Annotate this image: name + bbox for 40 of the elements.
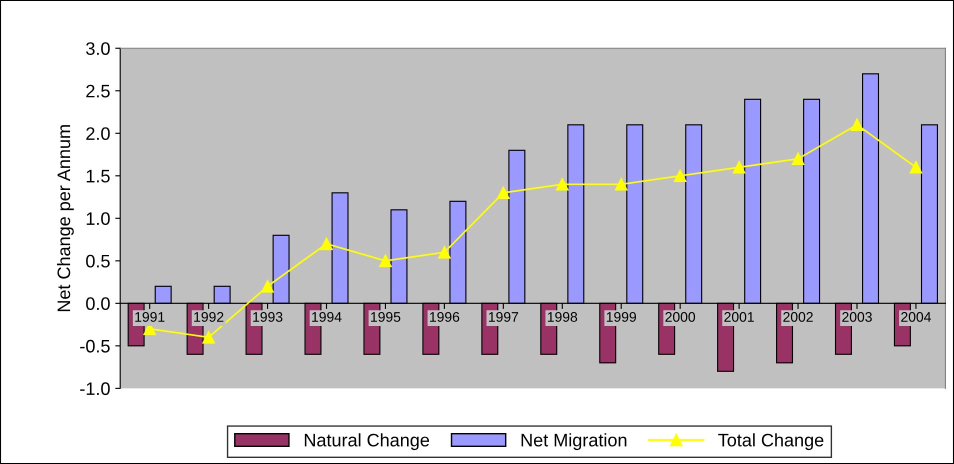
legend-label: Total Change <box>718 433 824 450</box>
point <box>792 152 804 166</box>
x-tick-label: 2001 <box>724 312 754 322</box>
x-tick-label: 1996 <box>430 312 460 322</box>
point <box>850 118 864 132</box>
point <box>614 178 628 191</box>
y-tick-label: 2.5 <box>86 84 110 98</box>
point <box>910 161 922 174</box>
x-tick-label: 1998 <box>548 312 578 322</box>
point <box>674 170 686 182</box>
x-tick-label: 1995 <box>371 312 400 322</box>
y-axis-title: Net Change per Annum <box>56 125 74 312</box>
point <box>732 161 746 174</box>
x-tick-label: 1999 <box>606 312 636 322</box>
y-tick-label: -0.5 <box>80 340 110 353</box>
y-tick-label: 0.5 <box>86 254 110 268</box>
point <box>556 178 569 191</box>
x-tick-label: 1997 <box>488 312 518 322</box>
y-tick-label: 1.5 <box>86 170 110 183</box>
x-tick-label: 1992 <box>194 312 224 322</box>
point <box>497 186 510 200</box>
x-tick-label: 1991 <box>135 312 164 322</box>
x-tick-label: 1993 <box>253 312 282 322</box>
y-tick-label: 1.0 <box>86 212 110 226</box>
legend-label: Net Migration <box>522 433 626 450</box>
y-tick-label: 3.0 <box>86 42 110 55</box>
y-tick-label: 2.0 <box>86 127 110 140</box>
y-tick-label: 0.0 <box>86 297 110 310</box>
point <box>261 280 274 293</box>
point <box>438 246 451 259</box>
point <box>379 254 392 268</box>
x-tick-label: 2003 <box>842 312 872 322</box>
point <box>320 238 333 250</box>
x-tick-label: 2004 <box>901 312 931 322</box>
legend-label: Natural Change <box>304 433 430 450</box>
point <box>202 331 215 344</box>
y-tick-label: -1.0 <box>80 382 110 396</box>
x-tick-label: 1994 <box>312 312 342 322</box>
x-tick-label: 2000 <box>665 312 696 322</box>
x-tick-label: 2002 <box>783 312 813 322</box>
